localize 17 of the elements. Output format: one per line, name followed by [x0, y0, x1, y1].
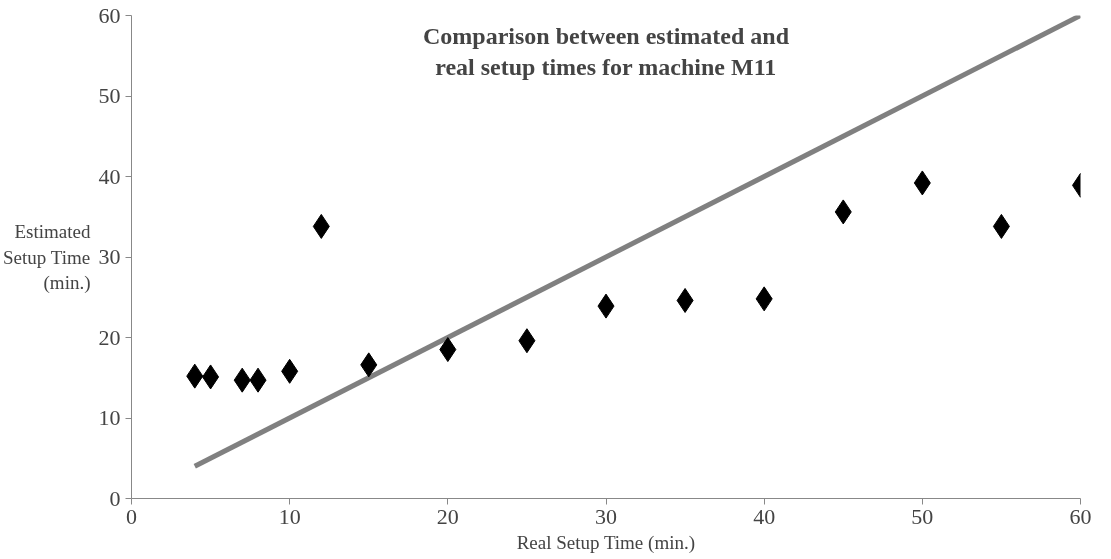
x-axis-title: Real Setup Time (min.)	[516, 531, 696, 554]
y-tick-label: 50	[98, 83, 121, 108]
x-tick-label: 20	[436, 503, 459, 529]
x-tick-label: 10	[278, 503, 301, 529]
x-tick-label: 60	[1069, 503, 1092, 529]
text: Comparison between estimated and real setup times for machine M11	[423, 22, 790, 80]
y-tick-label: 10	[98, 405, 121, 430]
x-tick-label: 30	[595, 503, 617, 529]
y-tick-label: 60	[98, 2, 121, 28]
x-tick-label: 40	[753, 503, 776, 529]
y-axis-title: Estimated Setup Time (min.)	[3, 221, 91, 294]
y-tick-label: 20	[98, 324, 121, 350]
y-tick-label: 40	[98, 163, 121, 189]
x-tick-label: 50	[911, 503, 934, 529]
x-tick-label: 0	[126, 503, 137, 529]
y-tick-label: 30	[98, 244, 121, 269]
y-tick-label: 0	[109, 485, 121, 511]
